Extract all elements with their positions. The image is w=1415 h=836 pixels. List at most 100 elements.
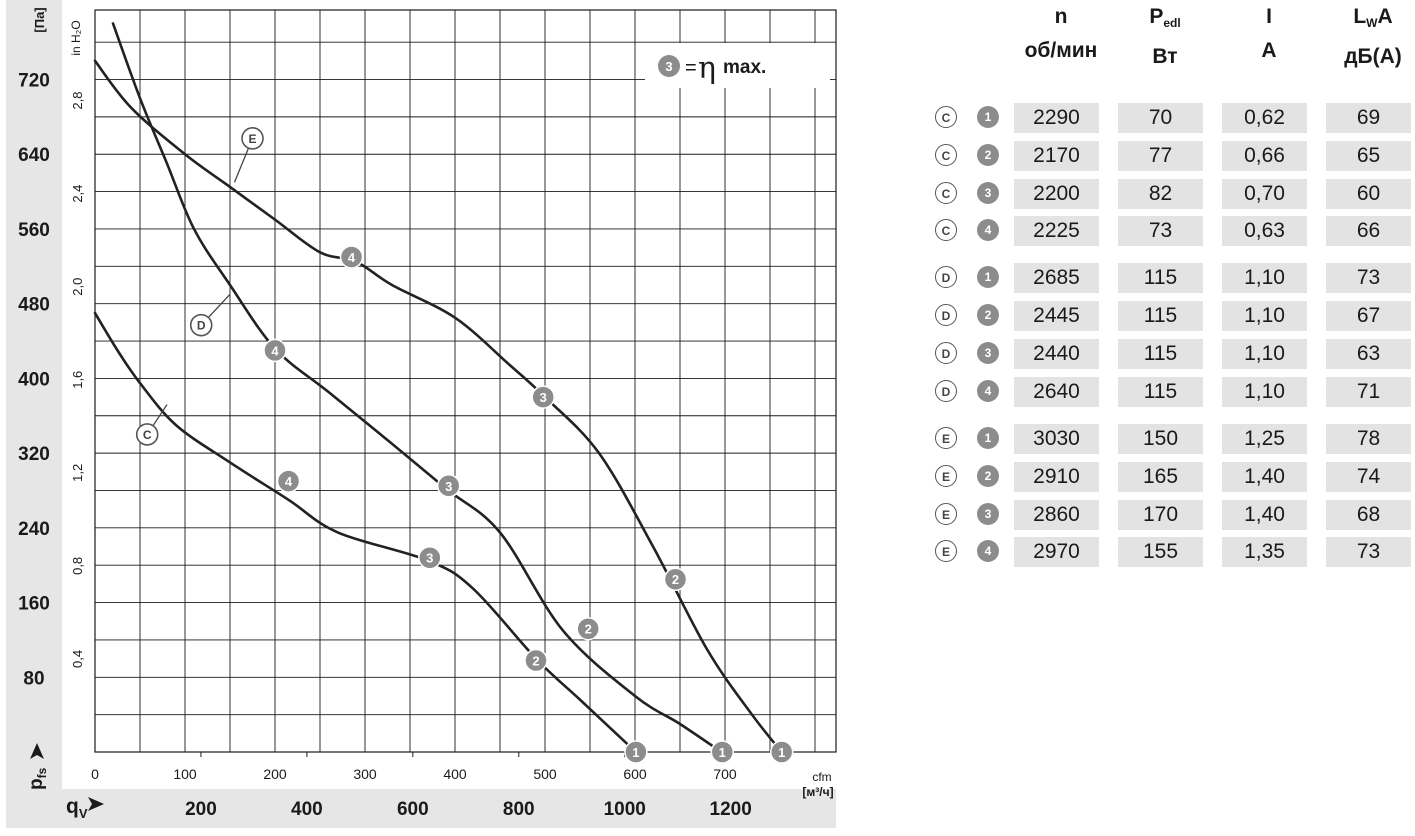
curve-labels: C D E	[135, 127, 264, 446]
legend-marker	[658, 55, 680, 77]
operating-point-d-2: 2	[585, 622, 592, 637]
operating-point-d-3: 3	[445, 479, 452, 494]
operating-point-e-2: 2	[672, 572, 679, 587]
cell-speed: 2200	[1014, 179, 1099, 209]
cell-current: 0,66	[1222, 141, 1307, 171]
left-axis-band	[6, 0, 62, 828]
cell-speed: 2640	[1014, 377, 1099, 407]
x-tick-label: 600	[623, 766, 647, 782]
row-curve-label: D	[935, 342, 957, 364]
cell-current: 1,10	[1222, 377, 1307, 407]
performance-table: n об/мин Pedl Вт I А LWA дБ(А) C 1 2290 70 0…	[930, 0, 1415, 580]
cell-sound-level: 67	[1326, 301, 1411, 331]
operating-point-c-1: 1	[632, 745, 639, 760]
axes: 200 400 600 800 1000 1200 0 100 200 300 400 500 600 7…	[18, 7, 833, 821]
cell-speed: 2860	[1014, 500, 1099, 530]
cell-speed: 2440	[1014, 339, 1099, 369]
y-secondary-tick-label: 2,0	[70, 278, 85, 296]
table-row: D 2 2445 115 1,10 67	[930, 301, 1415, 331]
legend-marker-label: 3	[665, 59, 672, 74]
plot-frame	[94, 9, 837, 753]
operating-point-e-1: 1	[778, 745, 785, 760]
legend-equals: =	[685, 57, 697, 79]
cell-speed: 2290	[1014, 103, 1099, 133]
header-power: Pedl Вт	[1149, 5, 1181, 68]
operating-point-marker	[663, 567, 688, 591]
operating-point-marker	[436, 474, 461, 498]
cell-power: 150	[1118, 424, 1203, 454]
header-current: I А	[1261, 5, 1277, 62]
cell-current: 1,10	[1222, 301, 1307, 331]
cell-power: 170	[1118, 500, 1203, 530]
row-curve-label: E	[935, 540, 957, 562]
cell-power: 115	[1118, 377, 1203, 407]
row-curve-label: E	[935, 503, 957, 525]
row-curve-label: E	[935, 427, 957, 449]
operating-point-marker	[263, 338, 287, 363]
row-point-label: 2	[977, 144, 999, 166]
cell-sound-level: 71	[1326, 377, 1411, 407]
cell-speed: 3030	[1014, 424, 1099, 454]
bottom-axis-band	[6, 789, 836, 828]
row-curve-label: C	[935, 182, 957, 204]
row-point-label: 1	[977, 266, 999, 288]
cell-sound-level: 68	[1326, 500, 1411, 530]
table-row: C 3 2200 82 0,70 60	[930, 179, 1415, 209]
grid	[94, 9, 837, 753]
x-secondary-tick-label: 1200	[710, 799, 752, 820]
curve-label-c: C	[143, 428, 152, 442]
x-secondary-tick-label: 1000	[604, 799, 646, 820]
curve-e	[93, 59, 783, 754]
x-secondary-tick-label: 800	[503, 799, 535, 820]
table-row: E 3 2860 170 1,40 68	[930, 500, 1415, 530]
x-secondary-tick-label: 200	[185, 799, 217, 820]
x-secondary-tick-label: 600	[397, 799, 429, 820]
row-point-label: 2	[977, 304, 999, 326]
cell-speed: 2685	[1014, 263, 1099, 293]
x-tick-label: 500	[533, 766, 557, 782]
cell-power: 70	[1118, 103, 1203, 133]
header-sound-level: LWA дБ(А)	[1344, 5, 1402, 68]
operating-point-marker	[531, 385, 555, 409]
y-secondary-tick-label: 1,2	[70, 464, 85, 482]
cell-sound-level: 63	[1326, 339, 1411, 369]
cell-sound-level: 73	[1326, 263, 1411, 293]
operating-point-marker	[576, 616, 600, 641]
curve-label-circle	[241, 127, 264, 150]
row-point-label: 1	[977, 106, 999, 128]
cell-sound-level: 69	[1326, 103, 1411, 133]
row-curve-label: C	[935, 144, 957, 166]
operating-point-marker	[624, 740, 648, 764]
y-axis-unit: [Па]	[32, 7, 47, 32]
cell-current: 1,40	[1222, 462, 1307, 492]
y-axis-symbol: pfs	[26, 767, 49, 790]
cell-current: 1,10	[1222, 263, 1307, 293]
cell-current: 0,70	[1222, 179, 1307, 209]
cell-power: 77	[1118, 141, 1203, 171]
x-tick-label: 0	[91, 766, 99, 782]
row-curve-label: D	[935, 266, 957, 288]
cell-speed: 2970	[1014, 537, 1099, 567]
y-tick-label: 640	[18, 145, 50, 166]
cell-current: 1,10	[1222, 339, 1307, 369]
row-curve-label: D	[935, 304, 957, 326]
row-point-label: 3	[977, 342, 999, 364]
x-secondary-unit: [м³/ч]	[802, 785, 833, 799]
y-secondary-tick-label: 0,8	[70, 557, 85, 575]
curve-d	[111, 22, 723, 754]
row-curve-label: C	[935, 219, 957, 241]
table-row: E 4 2970 155 1,35 73	[930, 537, 1415, 567]
table-row: D 3 2440 115 1,10 63	[930, 339, 1415, 369]
legend-eta: η	[698, 51, 716, 86]
legend: 3 = η max.	[645, 43, 830, 88]
row-point-label: 3	[977, 182, 999, 204]
curve-label-d: D	[197, 319, 206, 333]
fan-performance-chart: 200 400 600 800 1000 1200 0 100 200 300 400 500 600 7…	[6, 0, 837, 828]
x-tick-label: 400	[443, 766, 467, 782]
y-tick-label: 240	[18, 519, 50, 540]
x-tick-label: 100	[173, 766, 197, 782]
y-secondary-tick-label: 2,4	[70, 185, 85, 203]
y-secondary-tick-label: 2,8	[70, 92, 85, 110]
cell-power: 82	[1118, 179, 1203, 209]
row-point-label: 1	[977, 427, 999, 449]
